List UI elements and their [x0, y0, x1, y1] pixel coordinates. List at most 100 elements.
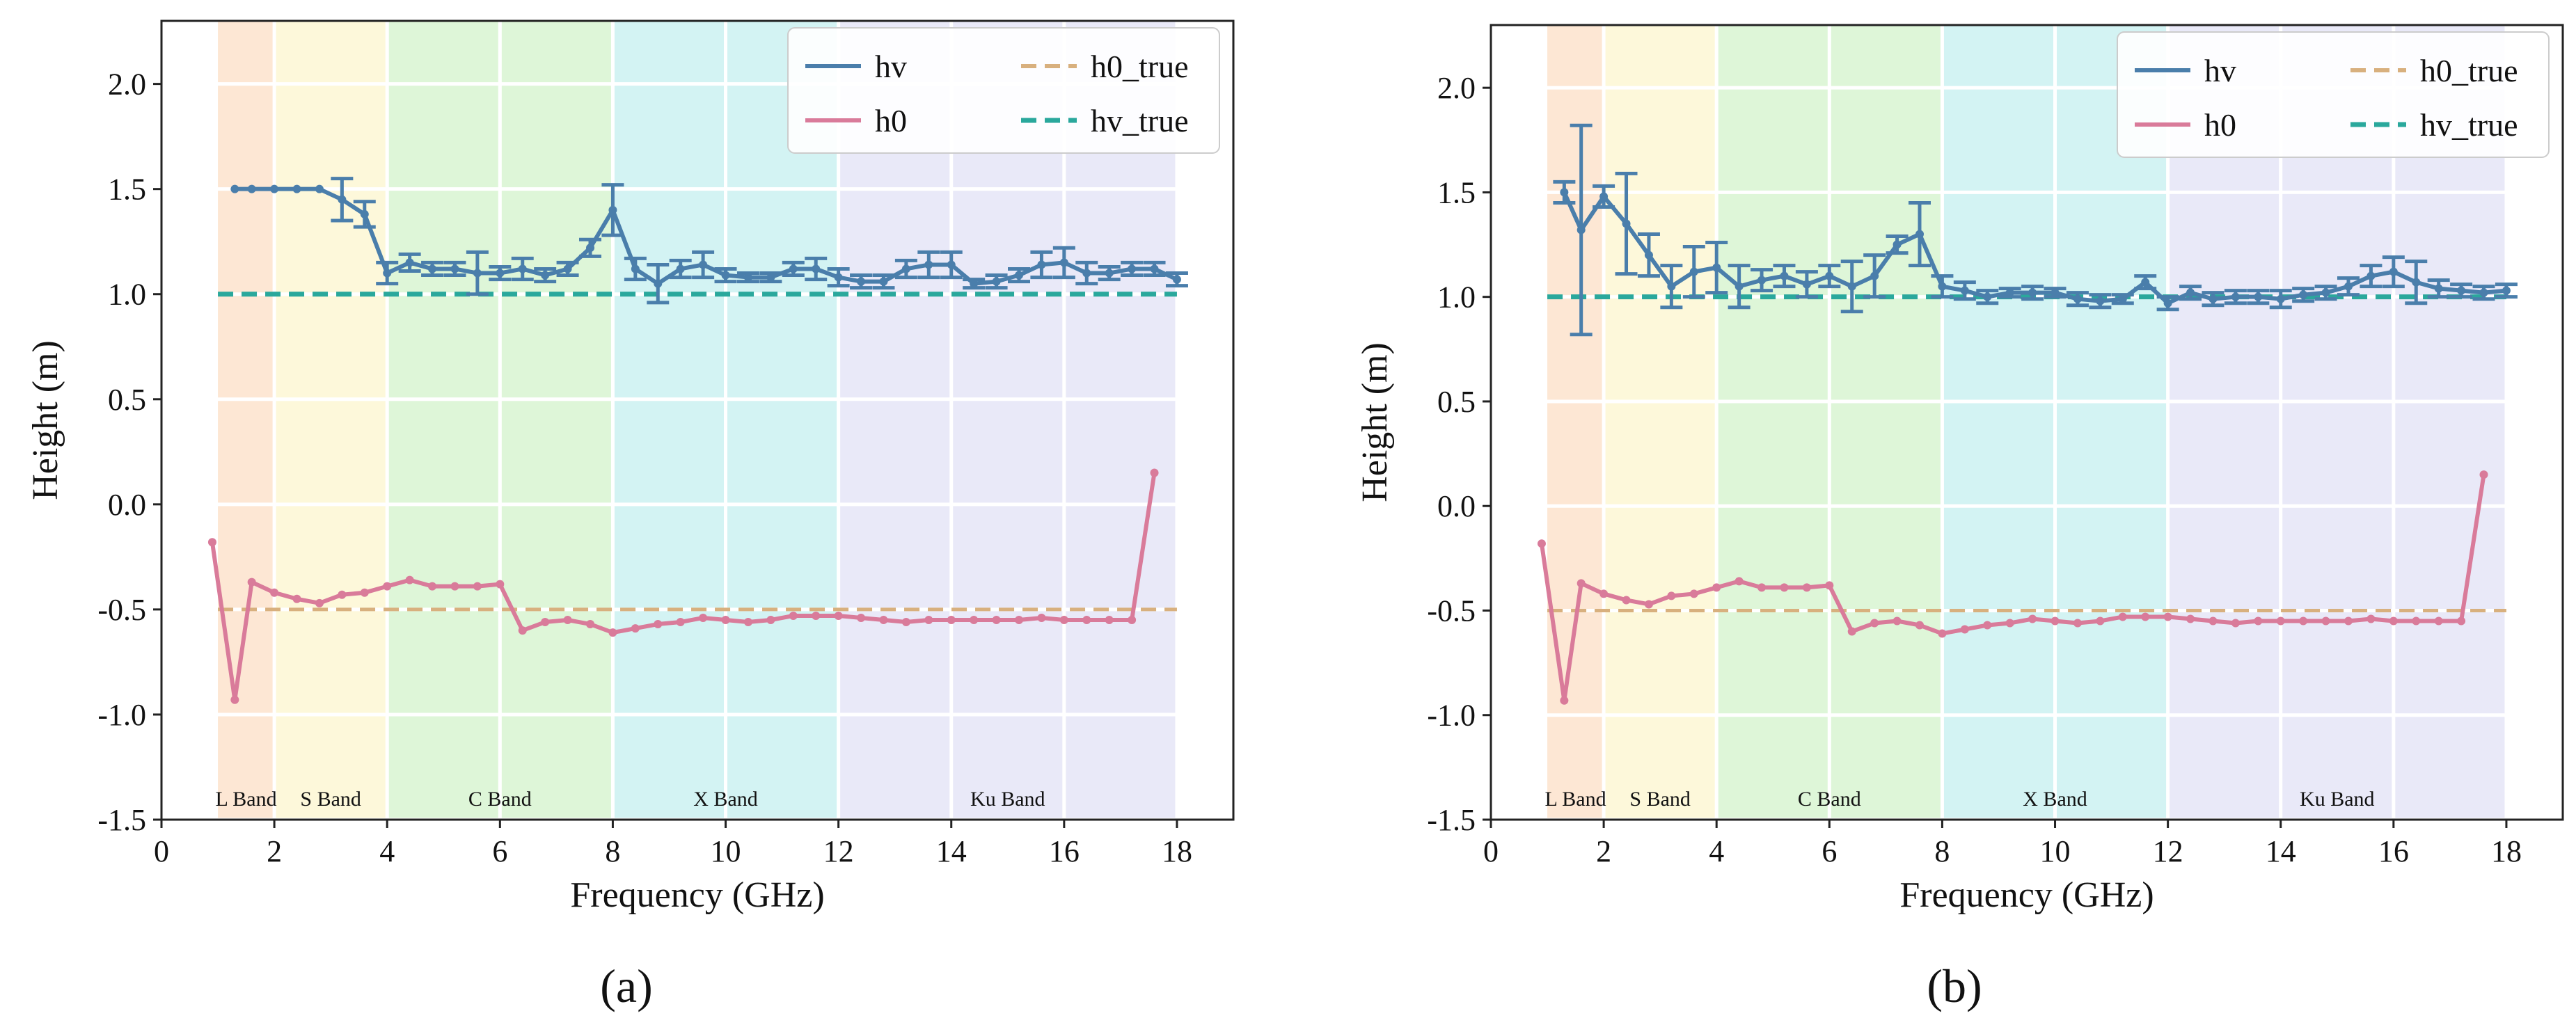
- data-point-hv: [383, 269, 392, 278]
- data-point-hv: [2434, 284, 2443, 293]
- data-point-hv: [924, 260, 933, 269]
- data-point-h0: [518, 626, 527, 635]
- x-tick-label: 18: [1162, 834, 1192, 868]
- data-point-h0: [1150, 468, 1159, 477]
- data-point-hv: [2321, 288, 2330, 297]
- legend-entry-hv-true: hv_true: [1091, 103, 1189, 138]
- data-point-h0: [970, 616, 979, 624]
- data-point-h0: [1059, 616, 1068, 624]
- data-point-hv: [631, 264, 640, 273]
- x-axis-label: Frequency (GHz): [570, 875, 824, 915]
- band-label: Ku Band: [2300, 788, 2375, 811]
- data-point-h0: [2299, 616, 2308, 626]
- data-point-hv: [247, 184, 256, 193]
- data-point-hv: [743, 273, 752, 282]
- data-point-h0: [2096, 616, 2105, 626]
- data-point-hv: [2073, 294, 2082, 303]
- chart-panel-b: L Band S Band C Band X Band Ku Band 0 2 4 6 8 10 12…: [1355, 24, 2564, 1012]
- data-point-hv: [2028, 288, 2037, 297]
- data-point-hv: [1082, 269, 1091, 278]
- x-tick-label: 16: [1049, 834, 1080, 868]
- data-point-h0: [743, 618, 752, 627]
- data-point-hv: [1802, 280, 1811, 289]
- data-point-hv: [1960, 286, 1969, 295]
- band-region: [838, 21, 1177, 820]
- data-point-h0: [2321, 616, 2330, 626]
- data-point-h0: [207, 538, 216, 547]
- data-point-h0: [586, 620, 594, 629]
- data-point-h0: [383, 582, 392, 591]
- data-point-h0: [1105, 616, 1114, 624]
- data-point-h0: [2141, 612, 2150, 621]
- data-point-hv: [1847, 282, 1856, 291]
- data-point-h0: [1689, 589, 1698, 598]
- data-point-h0: [812, 611, 821, 620]
- data-point-hv: [992, 277, 1001, 286]
- data-point-hv: [2479, 288, 2488, 297]
- band-region: [1604, 25, 1717, 820]
- y-tick-label: -0.5: [1427, 594, 1476, 628]
- data-point-h0: [338, 590, 347, 599]
- data-point-h0: [1712, 583, 1721, 592]
- data-point-hv: [812, 264, 821, 273]
- data-point-hv: [676, 264, 685, 273]
- data-point-hv: [1689, 267, 1698, 276]
- x-tick-label: 12: [823, 834, 854, 868]
- x-tick-label: 18: [2491, 834, 2522, 868]
- data-point-h0: [879, 616, 888, 624]
- data-point-hv: [1644, 250, 1653, 260]
- data-point-hv: [1059, 258, 1068, 267]
- data-point-h0: [2186, 614, 2195, 623]
- data-point-hv: [2254, 292, 2263, 301]
- data-point-h0: [2254, 616, 2263, 626]
- data-point-hv: [2412, 278, 2421, 287]
- data-point-hv: [1150, 264, 1159, 273]
- data-point-hv: [1780, 271, 1789, 280]
- x-tick-label: 4: [1709, 834, 1724, 868]
- data-point-hv: [1172, 275, 1181, 284]
- chart-panel-a: L Band S Band C Band X Band Ku Band 0 2 4 6 8 10 12…: [26, 19, 1235, 1012]
- x-tick-label: 10: [2040, 834, 2071, 868]
- data-point-h0: [450, 582, 459, 591]
- x-tick-label: 12: [2153, 834, 2183, 868]
- data-point-hv: [608, 205, 617, 214]
- data-point-h0: [1983, 621, 1992, 630]
- data-point-hv: [1015, 271, 1023, 280]
- data-point-hv: [1915, 230, 1924, 239]
- data-point-h0: [270, 588, 279, 597]
- data-point-h0: [1893, 616, 1902, 626]
- legend-entry-hv: hv: [875, 49, 907, 84]
- data-point-h0: [2479, 470, 2488, 479]
- data-point-hv: [1938, 282, 1947, 291]
- x-tick-label: 14: [2266, 834, 2296, 868]
- data-point-h0: [2412, 616, 2421, 626]
- data-point-h0: [1938, 629, 1947, 638]
- data-point-h0: [292, 594, 301, 603]
- x-tick-label: 2: [1596, 834, 1611, 868]
- data-point-h0: [496, 580, 505, 589]
- y-tick-label: 2.0: [108, 67, 146, 102]
- data-point-h0: [1015, 616, 1023, 624]
- data-point-h0: [1622, 596, 1631, 605]
- data-point-hv: [2050, 288, 2060, 297]
- y-tick-label: -1.5: [1427, 803, 1476, 837]
- data-point-hv: [1105, 269, 1114, 278]
- data-point-h0: [2005, 619, 2014, 628]
- data-point-hv: [2299, 290, 2308, 299]
- data-point-h0: [947, 616, 956, 624]
- x-tick-label: 14: [936, 834, 967, 868]
- band-label: Ku Band: [970, 788, 1045, 811]
- legend-entry-h0: h0: [875, 103, 907, 138]
- data-point-hv: [1577, 225, 1586, 234]
- data-point-hv: [1870, 271, 1879, 280]
- x-tick-label: 0: [154, 834, 169, 868]
- data-point-hv: [360, 209, 369, 218]
- x-tick-label: 8: [1934, 834, 1950, 868]
- data-point-h0: [676, 618, 685, 627]
- data-point-h0: [247, 578, 256, 587]
- data-point-h0: [1825, 581, 1834, 590]
- data-point-h0: [1735, 577, 1744, 586]
- data-point-hv: [1893, 240, 1902, 249]
- data-point-h0: [2276, 616, 2285, 626]
- x-tick-label: 2: [267, 834, 282, 868]
